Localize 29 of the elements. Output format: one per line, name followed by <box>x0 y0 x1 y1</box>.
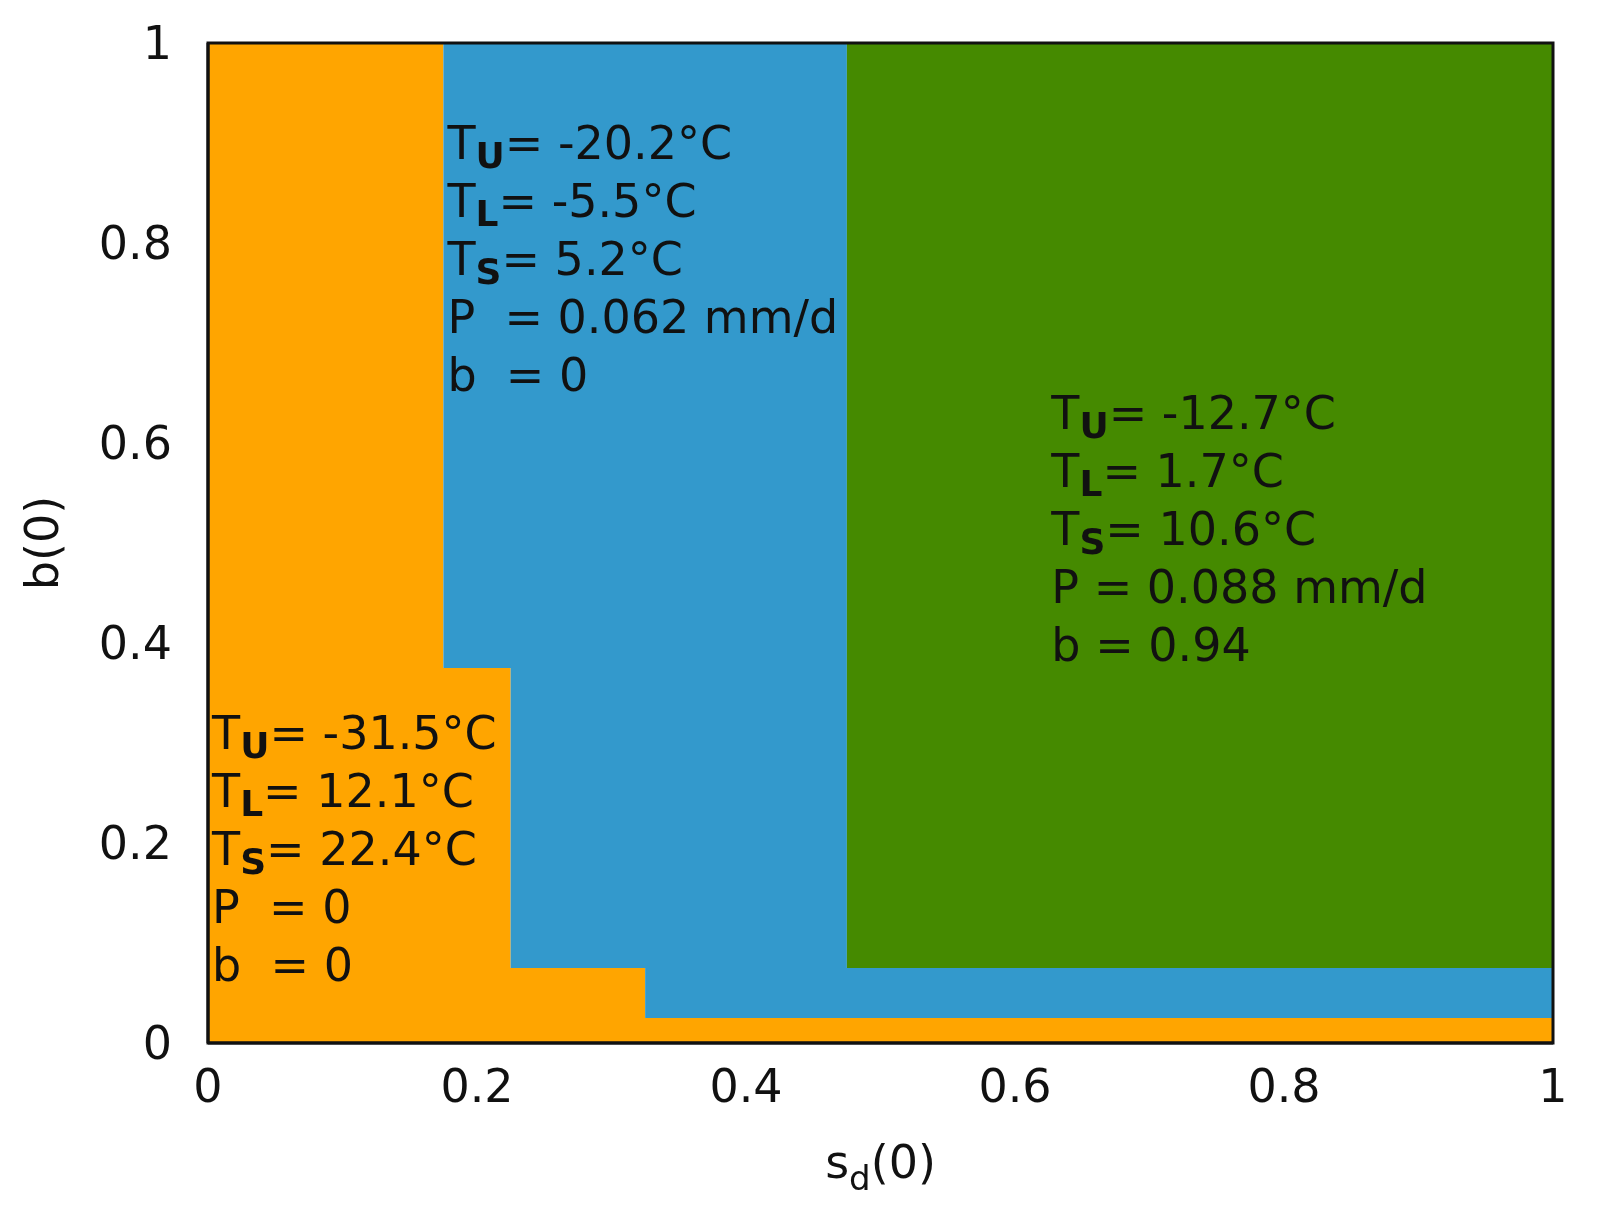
y-axis-title: b(0) <box>15 495 69 591</box>
x-tick-label: 0.2 <box>440 1058 514 1113</box>
annotation: P = 0.088 mm/d <box>1051 560 1428 614</box>
annotation: T$_{L}$= -5.5°C <box>446 174 697 235</box>
annotation: b = 0.94 <box>1051 618 1251 672</box>
annotation: b = 0 <box>212 938 353 992</box>
annotation: b = 0 <box>447 348 589 402</box>
annotation: T$_{L}$= 12.1°C <box>211 764 474 825</box>
x-tick-label: 0 <box>193 1058 223 1113</box>
annotation: T$_{U}$= -20.2°C <box>446 116 733 177</box>
annotation: T$_{L}$= 1.7°C <box>1050 444 1284 505</box>
annotation: T$_{U}$= -31.5°C <box>211 706 497 767</box>
y-tick-label: 0 <box>142 1016 172 1071</box>
annotation: P = 0 <box>212 880 352 934</box>
y-tick-label: 0.2 <box>98 816 172 871</box>
y-tick-label: 1 <box>142 16 172 71</box>
annotation: T$_{U}$= -12.7°C <box>1050 386 1336 447</box>
x-tick-label: 1 <box>1538 1058 1568 1113</box>
x-tick-label: 0.8 <box>1247 1058 1321 1113</box>
x-tick-label: 0.4 <box>709 1058 783 1113</box>
x-tick-label: 0.6 <box>978 1058 1052 1113</box>
annotation: T$_{S}$= 10.6°C <box>1050 502 1317 563</box>
annotation: P = 0.062 mm/d <box>447 290 839 344</box>
x-axis-title: s$_{d}$(0) <box>825 1135 936 1198</box>
y-tick-label: 0.6 <box>98 416 172 471</box>
y-tick-label: 0.4 <box>98 616 172 671</box>
annotation: T$_{S}$= 22.4°C <box>211 822 477 883</box>
y-tick-label: 0.8 <box>98 216 172 271</box>
annotation: T$_{S}$= 5.2°C <box>446 232 683 293</box>
